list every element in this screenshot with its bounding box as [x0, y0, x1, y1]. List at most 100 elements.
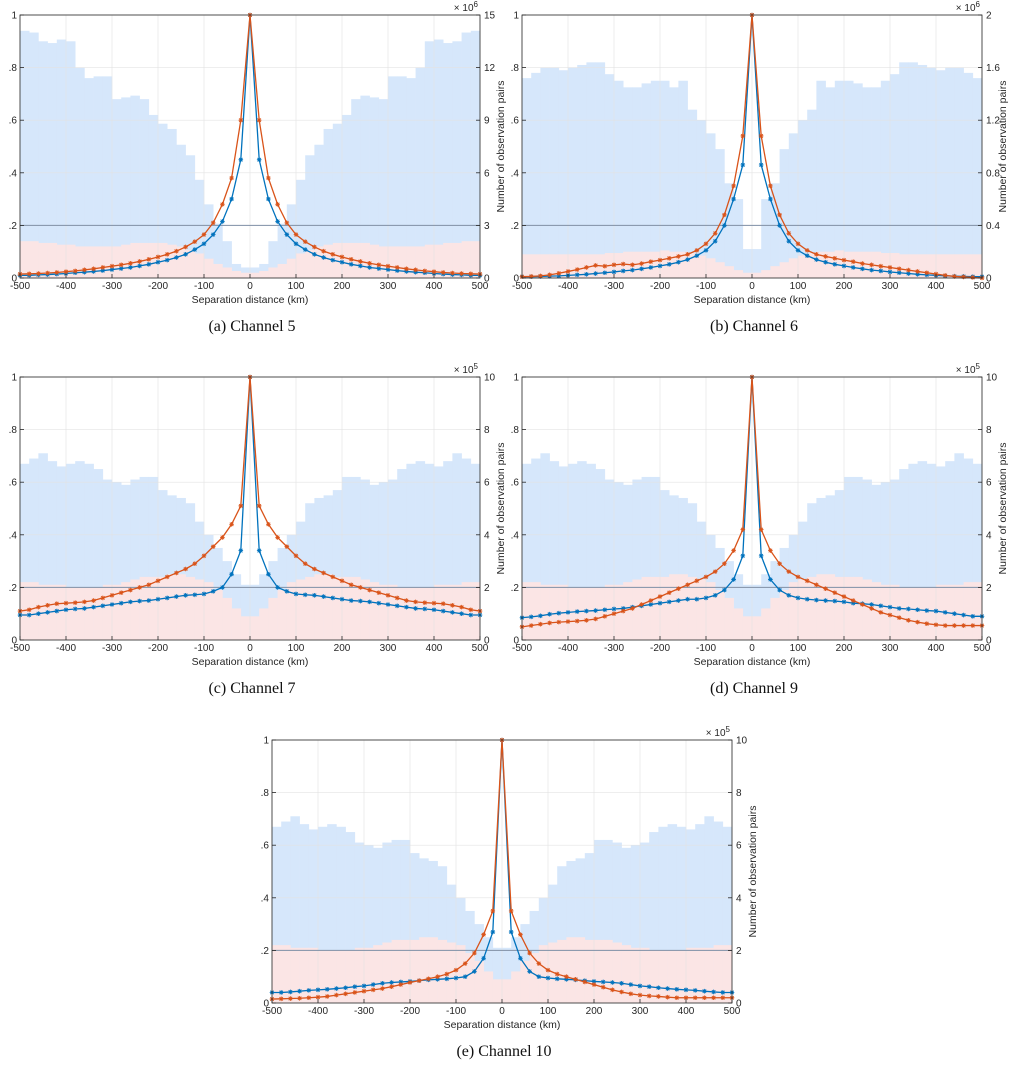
data-point	[887, 604, 893, 610]
data-point	[358, 585, 363, 590]
bar-red	[632, 251, 642, 278]
data-point	[109, 602, 115, 607]
data-point	[564, 977, 569, 982]
bar-red	[130, 242, 140, 278]
x-tick-label: -200	[148, 643, 168, 654]
bar-red	[277, 263, 288, 278]
bar-blue	[470, 463, 481, 640]
data-point	[45, 270, 50, 276]
data-point	[804, 578, 810, 584]
data-point	[924, 608, 930, 613]
bar-red	[667, 950, 678, 1003]
bar-red	[658, 950, 668, 1003]
bar-red	[286, 258, 297, 278]
bar-blue	[678, 80, 688, 278]
data-point	[481, 932, 486, 937]
bar-blue	[575, 858, 586, 1003]
data-point	[740, 133, 746, 139]
bar-blue	[428, 860, 438, 1003]
bar-blue	[502, 947, 512, 1003]
bar-red	[369, 244, 380, 278]
bar-blue	[373, 847, 383, 1003]
bar-red	[936, 254, 946, 278]
bar-blue	[844, 80, 854, 278]
bar-red	[632, 579, 642, 640]
data-point	[528, 614, 534, 620]
data-point	[91, 269, 96, 274]
data-point	[490, 929, 496, 935]
bar-blue	[112, 99, 122, 278]
x-axis-label: Separation distance (km)	[694, 656, 811, 668]
bar-red	[360, 242, 370, 278]
y-tick-label: .6	[511, 116, 520, 127]
bar-blue	[327, 824, 337, 1003]
data-point	[468, 612, 474, 618]
x-tick-label: 0	[749, 281, 755, 292]
data-point	[82, 267, 87, 273]
data-point	[321, 570, 326, 576]
y-tick-label: .4	[261, 893, 270, 904]
data-point	[628, 982, 634, 987]
y2-tick-label: 0	[484, 636, 490, 647]
bar-red	[678, 574, 688, 640]
bar-red	[231, 608, 242, 640]
bar-red	[259, 608, 269, 640]
bar-blue	[93, 76, 104, 278]
bar-blue	[139, 476, 150, 640]
data-point	[832, 590, 838, 595]
x-tick-label: 300	[632, 1006, 649, 1017]
data-point	[352, 990, 358, 995]
y-tick-label: 0	[11, 636, 17, 647]
data-point	[860, 261, 865, 266]
bar-blue	[713, 821, 724, 1003]
bar-red	[112, 246, 122, 278]
bar-red	[538, 945, 549, 1003]
y-tick-label: 0	[11, 274, 17, 285]
bar-red	[871, 251, 882, 278]
data-point	[302, 592, 308, 598]
x-tick-label: 500	[974, 281, 991, 292]
bar-red	[733, 270, 744, 278]
bar-blue	[167, 495, 177, 640]
data-point	[869, 602, 874, 607]
data-point	[422, 606, 428, 612]
data-point	[648, 602, 654, 607]
data-point	[63, 600, 69, 606]
x-tick-label: 0	[499, 1006, 505, 1017]
chart-svg: -500 -400 -300 -200 -100 0 100 200 300 400 5000.2.…	[511, 0, 1009, 306]
bar-blue	[862, 87, 872, 278]
bar-blue	[908, 463, 918, 640]
bar-red	[972, 582, 983, 640]
bar-red	[446, 942, 457, 1003]
data-point	[164, 574, 170, 580]
bar-blue	[640, 842, 650, 1003]
bar-red	[167, 574, 177, 640]
bar-red	[704, 947, 714, 1003]
bar-red	[908, 254, 918, 278]
bar-red	[314, 574, 324, 640]
y2-exponent-power: 6	[474, 0, 479, 9]
y2-tick-label: 2	[986, 583, 992, 594]
bar-blue	[437, 866, 448, 1003]
data-point	[823, 259, 828, 265]
bar-red	[327, 950, 337, 1003]
data-point	[490, 908, 496, 914]
bar-red	[130, 579, 140, 640]
data-point	[155, 578, 161, 584]
bar-red	[890, 584, 900, 640]
data-point	[554, 976, 560, 982]
bar-red	[522, 582, 532, 640]
bar-red	[853, 576, 863, 640]
bar-blue	[443, 461, 453, 640]
data-point	[703, 595, 709, 601]
bar-blue	[461, 458, 472, 640]
data-point	[841, 257, 847, 263]
bar-red	[575, 937, 586, 1003]
data-point	[619, 989, 624, 995]
y2-tick-label: 6	[736, 841, 742, 852]
data-point	[823, 586, 828, 592]
bar-red	[259, 270, 269, 278]
data-point	[302, 247, 308, 252]
data-point	[389, 984, 394, 989]
data-point	[620, 268, 626, 274]
